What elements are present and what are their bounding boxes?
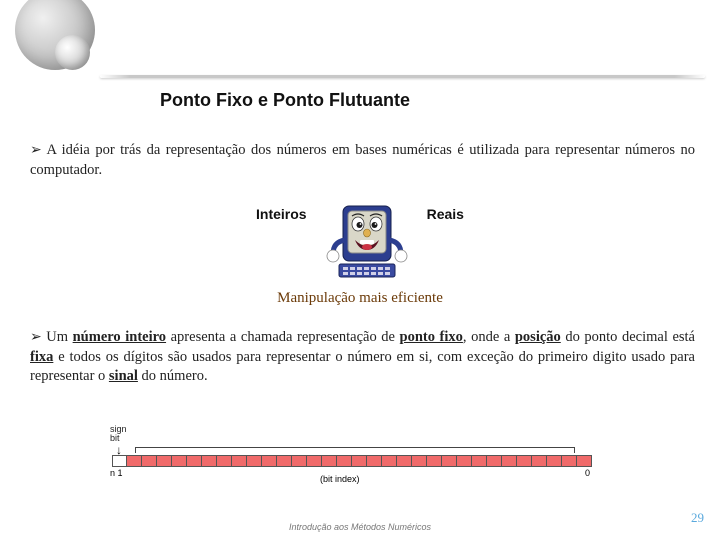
magnitude-bit-cell	[127, 455, 142, 467]
label-inteiros: Inteiros	[256, 200, 307, 222]
index-label: (bit index)	[320, 474, 360, 484]
magnitude-bit-cell	[562, 455, 577, 467]
magnitude-bit-cell	[472, 455, 487, 467]
magnitude-bit-cell	[457, 455, 472, 467]
magnitude-bit-cell	[262, 455, 277, 467]
swirl-inner	[55, 35, 90, 70]
b2-p6: do número.	[138, 368, 208, 384]
magnitude-bit-cell	[247, 455, 262, 467]
corner-logo	[0, 0, 110, 80]
magnitude-bit-cell	[292, 455, 307, 467]
sign-bit-label: signbit	[110, 425, 127, 444]
magnitude-bit-cell	[502, 455, 517, 467]
magnitude-bit-cell	[172, 455, 187, 467]
magnitude-bit-cell	[517, 455, 532, 467]
magnitude-bit-cell	[442, 455, 457, 467]
magnitude-bit-cell	[547, 455, 562, 467]
magnitude-bit-cell	[337, 455, 352, 467]
magnitude-bit-cell	[367, 455, 382, 467]
b2-t5: sinal	[109, 368, 138, 384]
index-0: 0	[585, 468, 590, 478]
magnitude-bit-cell	[487, 455, 502, 467]
computer-character-icon	[325, 200, 409, 282]
bullet-glyph: ➢	[30, 141, 42, 157]
page-number: 29	[691, 510, 704, 526]
b2-p3: , onde a	[463, 329, 515, 345]
label-reais: Reais	[427, 200, 464, 222]
sign-bit-cell	[112, 455, 127, 467]
magnitude-bit-cell	[232, 455, 247, 467]
magnitude-bit-cell	[187, 455, 202, 467]
magnitude-bit-cell	[307, 455, 322, 467]
magnitude-bit-cell	[157, 455, 172, 467]
bit-row	[112, 455, 592, 467]
b2-t3: posição	[515, 329, 561, 345]
magnitude-bit-cell	[382, 455, 397, 467]
b2-p2: apresenta a chamada representação de	[166, 329, 399, 345]
magnitude-bit-cell	[202, 455, 217, 467]
fixed-point-diagram: signbit ↓ n 1 (bit index) 0	[110, 425, 610, 485]
slide-title: Ponto Fixo e Ponto Flutuante	[160, 90, 410, 111]
caption-text: Manipulação mais eficiente	[0, 290, 720, 307]
magnitude-bit-cell	[532, 455, 547, 467]
magnitude-bit-cell	[577, 455, 592, 467]
magnitude-bit-cell	[217, 455, 232, 467]
b2-p1: Um	[46, 329, 72, 345]
magnitude-bit-cell	[142, 455, 157, 467]
bullet-1: ➢ A idéia por trás da representação dos …	[30, 140, 695, 180]
magnitude-bit-cell	[397, 455, 412, 467]
labels-row: Inteiros	[0, 200, 720, 282]
bullet-1-text: A idéia por trás da representação dos nú…	[30, 142, 695, 178]
b2-t4: fixa	[30, 349, 53, 365]
b2-p4: do ponto decimal está	[561, 329, 695, 345]
footer-text: Introdução aos Métodos Numéricos	[0, 522, 720, 532]
magnitude-bit-cell	[412, 455, 427, 467]
bullet-2: ➢ Um número inteiro apresenta a chamada …	[30, 327, 695, 387]
brace-top	[135, 447, 575, 453]
b2-t2: ponto fixo	[400, 329, 463, 345]
magnitude-bit-cell	[352, 455, 367, 467]
top-divider	[100, 75, 705, 78]
magnitude-bit-cell	[322, 455, 337, 467]
magnitude-bit-cell	[277, 455, 292, 467]
index-n-1: n 1	[110, 468, 123, 478]
b2-t1: número inteiro	[73, 329, 166, 345]
magnitude-bit-cell	[427, 455, 442, 467]
bullet-glyph-2: ➢	[30, 328, 42, 344]
